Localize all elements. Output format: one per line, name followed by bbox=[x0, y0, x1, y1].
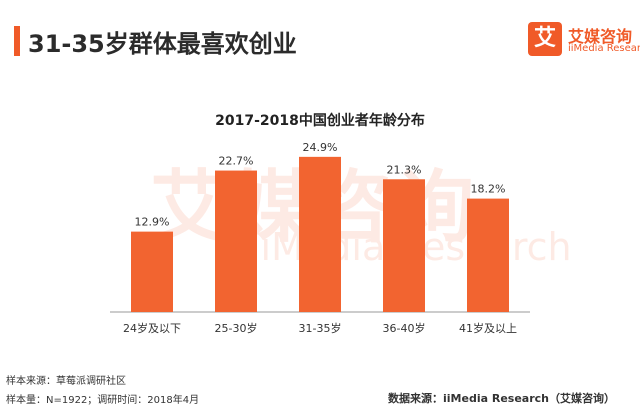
x-tick-label-2: 31-35岁 bbox=[299, 321, 342, 335]
bar-2 bbox=[299, 156, 341, 312]
bar-4 bbox=[467, 198, 509, 312]
logo-name-en: iiMedia Research bbox=[568, 43, 640, 54]
page-title: 31-35岁群体最喜欢创业 bbox=[28, 30, 297, 58]
data-label-4: 18.2% bbox=[471, 183, 506, 196]
data-label-3: 21.3% bbox=[387, 163, 422, 176]
x-tick-label-0: 24岁及以下 bbox=[123, 321, 181, 335]
data-label-0: 12.9% bbox=[135, 216, 170, 229]
data-label-1: 22.7% bbox=[219, 155, 254, 168]
sample-info: 样本量：N=1922；调研时间：2018年4月 bbox=[6, 395, 200, 406]
bar-1 bbox=[215, 170, 257, 312]
sample-source: 样本来源：草莓派调研社区 bbox=[6, 376, 126, 387]
iimedia-logo: 艾 艾媒咨询 iiMedia Research bbox=[528, 22, 640, 62]
chart-title: 2017-2018中国创业者年龄分布 bbox=[215, 113, 425, 129]
title-accent-bar bbox=[14, 26, 20, 56]
bar-0 bbox=[131, 231, 173, 312]
x-tick-label-4: 41岁及以上 bbox=[459, 321, 517, 335]
x-tick-label-3: 36-40岁 bbox=[383, 321, 426, 335]
logo-name-cn: 艾媒咨询 bbox=[568, 27, 633, 46]
x-tick-label-1: 25-30岁 bbox=[215, 321, 258, 335]
logo-badge: 艾 bbox=[528, 22, 562, 56]
data-label-2: 24.9% bbox=[303, 141, 338, 154]
bar-3 bbox=[383, 179, 425, 312]
data-source: 数据来源：iiMedia Research（艾媒咨询） bbox=[388, 392, 615, 405]
